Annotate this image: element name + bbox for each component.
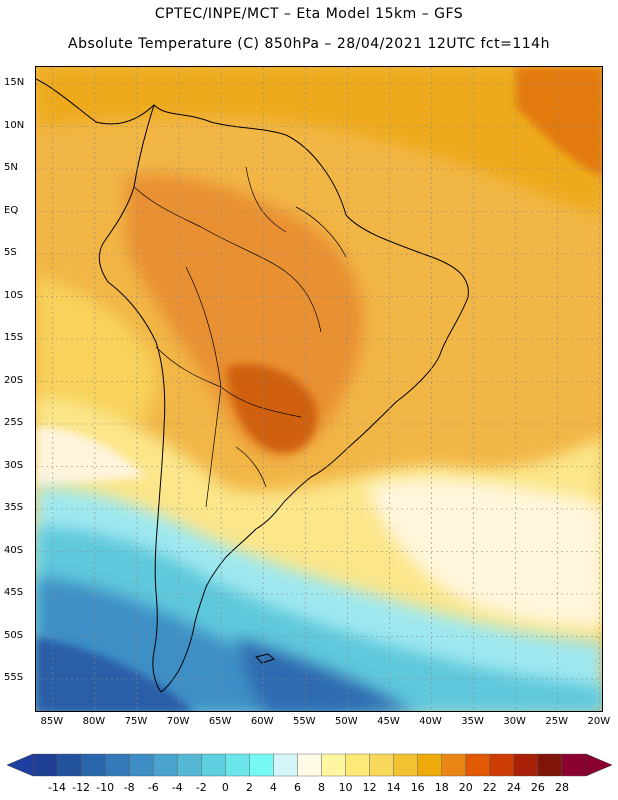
country-borders bbox=[133, 166, 347, 508]
latitude-label: 10N bbox=[4, 119, 25, 131]
longitude-label: 60W bbox=[250, 716, 274, 727]
cold-south-atlantic bbox=[236, 637, 413, 711]
colorbar-swatch bbox=[465, 753, 491, 777]
colorbar-swatch bbox=[56, 753, 82, 777]
latitude-label: 45S bbox=[4, 587, 24, 598]
colorbar-tick-label: -10 bbox=[96, 781, 115, 794]
longitude-label: 75W bbox=[124, 716, 148, 727]
longitude-label: 30W bbox=[503, 716, 526, 727]
colorbar-tick-label: 12 bbox=[362, 781, 377, 794]
latitude-label: 20S bbox=[4, 374, 24, 386]
chart-subtitle: Absolute Temperature (C) 850hPa – 28/04/… bbox=[68, 36, 550, 52]
warm-north-band bbox=[36, 67, 602, 217]
latitude-label: 5S bbox=[4, 247, 17, 258]
colorbar-swatch bbox=[201, 753, 226, 777]
south-america-coastline bbox=[99, 104, 469, 693]
latitude-label: 15N bbox=[4, 77, 25, 88]
latitude-label: 15S bbox=[4, 332, 24, 343]
colorbar-swatch bbox=[32, 753, 58, 777]
colorbar-swatch bbox=[249, 753, 274, 777]
cold-core bbox=[36, 637, 194, 711]
colorbar-tick-label: 14 bbox=[386, 781, 401, 794]
hot-northeast-spot bbox=[516, 67, 602, 177]
longitude-label: 80W bbox=[82, 716, 106, 727]
latitude-label: EQ bbox=[4, 204, 19, 216]
longitude-label: 45W bbox=[377, 716, 400, 727]
longitude-label: 40W bbox=[419, 716, 442, 727]
longitude-label: 50W bbox=[335, 716, 358, 727]
colorbar-tick-label: 22 bbox=[482, 781, 497, 794]
colorbar-over-triangle bbox=[585, 753, 613, 777]
colorbar-swatch bbox=[153, 753, 178, 777]
colorbar-tick-label: 0 bbox=[221, 781, 229, 794]
colorbar-swatch bbox=[273, 753, 298, 777]
colorbar-swatch bbox=[369, 753, 394, 777]
colorbar-swatch bbox=[104, 753, 130, 777]
pacific-yellow bbox=[36, 277, 157, 427]
colorbar-swatch bbox=[297, 753, 322, 777]
colorbar-swatch bbox=[80, 753, 106, 777]
colorbar-swatch bbox=[128, 753, 154, 777]
colorbar-tick-label: 4 bbox=[269, 781, 277, 794]
paraguay-hot-core bbox=[226, 364, 317, 453]
longitude-label: 35W bbox=[461, 716, 484, 727]
colorbar-tick-label: 10 bbox=[338, 781, 353, 794]
temperature-colorbar bbox=[6, 753, 613, 777]
colorbar-swatch bbox=[417, 753, 442, 777]
continent-warm-core bbox=[126, 174, 364, 458]
colorbar-tick-label: -14 bbox=[48, 781, 67, 794]
latitude-label: 50S bbox=[4, 629, 24, 641]
colorbar-tick-label: 8 bbox=[318, 781, 326, 794]
colorbar-tick-label: 16 bbox=[410, 781, 425, 794]
colorbar-swatch bbox=[537, 753, 563, 777]
colorbar-swatch bbox=[561, 753, 587, 777]
colorbar-swatch bbox=[321, 753, 346, 777]
colorbar-tick-label: -6 bbox=[147, 781, 159, 794]
longitude-label: 65W bbox=[208, 716, 232, 727]
colorbar-tick-label: 28 bbox=[554, 781, 569, 794]
colorbar-tick-label: 18 bbox=[434, 781, 449, 794]
colorbar-tick-label: 6 bbox=[293, 781, 301, 794]
latitude-label: 30S bbox=[4, 459, 24, 471]
colorbar-under-triangle bbox=[6, 753, 34, 777]
colorbar-swatch bbox=[225, 753, 250, 777]
longitude-label: 85W bbox=[40, 716, 64, 727]
latitude-label: 25S bbox=[4, 417, 24, 428]
chart-title: CPTEC/INPE/MCT – Eta Model 15km – GFS bbox=[154, 6, 464, 22]
latitude-label: 35S bbox=[4, 502, 24, 513]
colorbar-tick-label: -4 bbox=[171, 781, 183, 794]
colorbar-swatch bbox=[345, 753, 370, 777]
pacific-cream bbox=[36, 427, 146, 487]
colorbar-tick-label: 26 bbox=[530, 781, 545, 794]
longitude-label: 25W bbox=[545, 716, 569, 727]
colorbar-tick-label: -2 bbox=[195, 781, 207, 794]
latitude-label: 10S bbox=[4, 289, 24, 301]
colorbar-swatch bbox=[513, 753, 539, 777]
temperature-map bbox=[35, 66, 603, 712]
latitude-label: 5N bbox=[4, 162, 18, 173]
colorbar-swatch bbox=[489, 753, 515, 777]
atlantic-cream bbox=[366, 478, 602, 627]
longitude-label: 55W bbox=[292, 716, 316, 727]
longitude-label: 70W bbox=[166, 716, 190, 727]
colorbar-swatch bbox=[177, 753, 202, 777]
latitude-label: 55S bbox=[4, 672, 24, 683]
latitude-label: 40S bbox=[4, 544, 24, 556]
colorbar-swatch bbox=[441, 753, 466, 777]
colorbar-tick-label: -12 bbox=[72, 781, 91, 794]
colorbar-tick-label: 2 bbox=[245, 781, 253, 794]
falkland-islands bbox=[255, 653, 276, 664]
colorbar-tick-label: 20 bbox=[458, 781, 473, 794]
central-america-coastline bbox=[36, 78, 155, 125]
colorbar-tick-label: 24 bbox=[506, 781, 521, 794]
temperature-field bbox=[36, 67, 602, 711]
colorbar-tick-label: -8 bbox=[123, 781, 135, 794]
colorbar-swatch bbox=[393, 753, 418, 777]
longitude-label: 20W bbox=[587, 716, 611, 727]
